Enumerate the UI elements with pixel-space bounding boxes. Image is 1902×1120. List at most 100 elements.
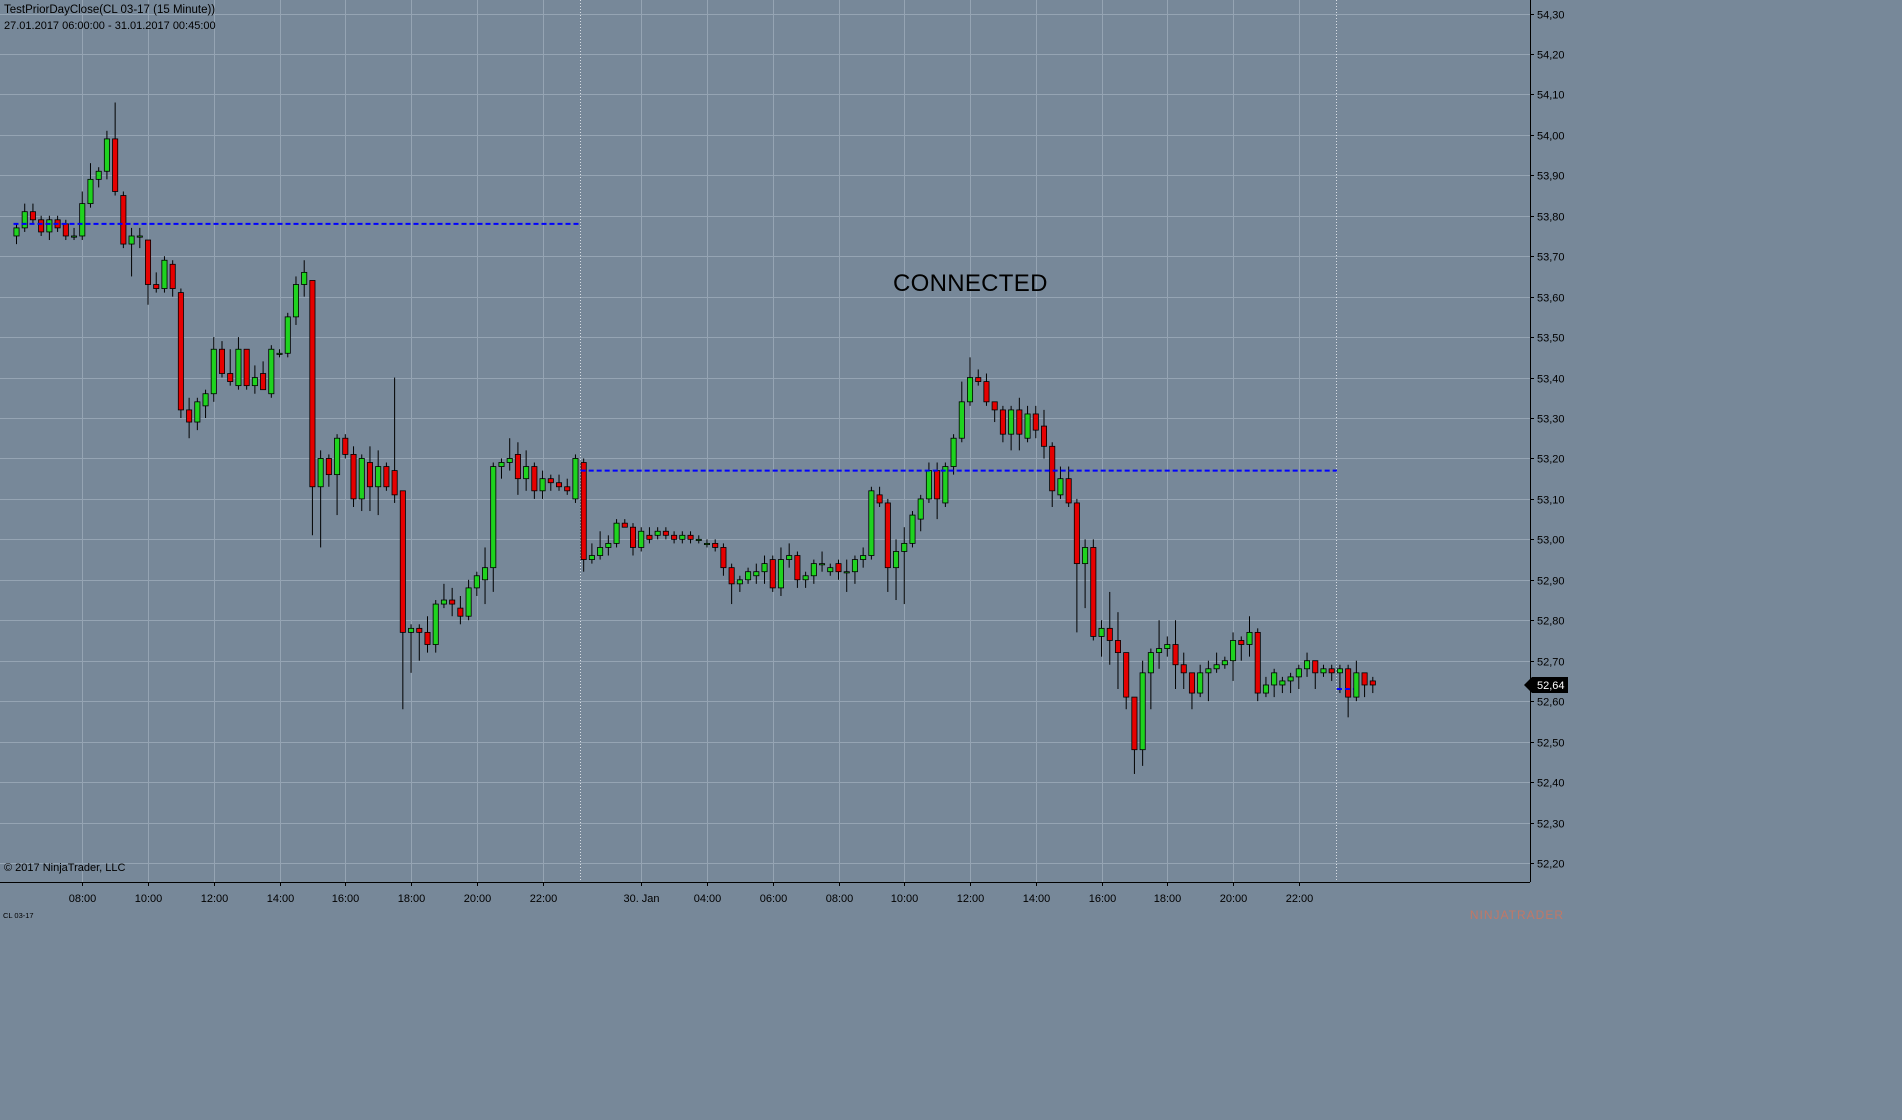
candle-body[interactable]	[79, 203, 86, 237]
candle-body[interactable]	[473, 575, 480, 589]
candle-body[interactable]	[227, 373, 234, 382]
candle-body[interactable]	[967, 377, 974, 403]
candle-body[interactable]	[671, 534, 678, 540]
candle-body[interactable]	[1032, 413, 1039, 431]
candle-body[interactable]	[1312, 660, 1319, 674]
candle-body[interactable]	[342, 437, 349, 455]
candle-body[interactable]	[597, 547, 604, 556]
candle-body[interactable]	[506, 458, 513, 463]
candle-body[interactable]	[720, 547, 727, 569]
candle-body[interactable]	[449, 599, 456, 605]
candlestick-series[interactable]	[13, 102, 1376, 774]
candle-body[interactable]	[580, 462, 587, 560]
candle-body[interactable]	[29, 211, 36, 221]
candle-body[interactable]	[112, 138, 119, 192]
candle-body[interactable]	[687, 534, 694, 540]
candle-body[interactable]	[465, 587, 472, 617]
candle-body[interactable]	[350, 454, 357, 500]
candle-body[interactable]	[1147, 652, 1154, 674]
candle-body[interactable]	[777, 559, 784, 589]
candle-body[interactable]	[925, 470, 932, 500]
candle-body[interactable]	[1106, 627, 1113, 641]
candle-body[interactable]	[169, 263, 176, 289]
candle-body[interactable]	[613, 522, 620, 544]
candle-body[interactable]	[1279, 680, 1286, 686]
candle-body[interactable]	[893, 551, 900, 569]
candle-body[interactable]	[1041, 425, 1048, 447]
candle-body[interactable]	[1156, 648, 1163, 654]
candle-body[interactable]	[1336, 668, 1343, 674]
candle-body[interactable]	[136, 235, 143, 238]
candle-body[interactable]	[1008, 409, 1015, 435]
candle-body[interactable]	[1361, 672, 1368, 686]
price-axis[interactable]: 54,30 54,20 54,10 54,00 53,90 53,80 53,70 53,60…	[1530, 0, 1565, 882]
candle-body[interactable]	[1238, 640, 1245, 645]
candle-body[interactable]	[975, 377, 982, 382]
candle-body[interactable]	[958, 401, 965, 439]
candle-body[interactable]	[679, 534, 686, 540]
candle-body[interactable]	[769, 559, 776, 589]
candle-body[interactable]	[1345, 668, 1352, 698]
candle-body[interactable]	[605, 542, 612, 548]
candle-body[interactable]	[440, 599, 447, 605]
candle-body[interactable]	[1024, 413, 1031, 439]
candle-body[interactable]	[621, 522, 628, 528]
candle-body[interactable]	[736, 579, 743, 585]
candle-body[interactable]	[1271, 672, 1278, 686]
candle-body[interactable]	[909, 514, 916, 544]
candle-body[interactable]	[1065, 478, 1072, 504]
candle-body[interactable]	[1213, 664, 1220, 670]
candle-body[interactable]	[819, 563, 826, 566]
candle-body[interactable]	[103, 138, 110, 172]
candle-body[interactable]	[21, 211, 28, 229]
candle-body[interactable]	[87, 178, 94, 205]
candle-body[interactable]	[1353, 672, 1360, 698]
candle-body[interactable]	[457, 607, 464, 617]
candle-body[interactable]	[383, 466, 390, 488]
candle-body[interactable]	[654, 530, 661, 536]
candle-body[interactable]	[901, 542, 908, 552]
candle-body[interactable]	[177, 292, 184, 411]
candle-body[interactable]	[284, 316, 291, 354]
candle-body[interactable]	[1328, 668, 1335, 674]
candle-body[interactable]	[317, 458, 324, 488]
candle-body[interactable]	[794, 555, 801, 581]
candle-body[interactable]	[38, 219, 45, 233]
candle-body[interactable]	[498, 462, 505, 467]
candle-body[interactable]	[1098, 627, 1105, 637]
candle-body[interactable]	[358, 458, 365, 500]
candle-body[interactable]	[1090, 547, 1097, 637]
candle-body[interactable]	[424, 631, 431, 645]
candle-body[interactable]	[13, 227, 20, 237]
candle-body[interactable]	[1131, 696, 1138, 751]
candle-body[interactable]	[572, 458, 579, 500]
candle-body[interactable]	[564, 486, 571, 492]
candle-body[interactable]	[991, 401, 998, 411]
candle-body[interactable]	[268, 348, 275, 395]
candle-body[interactable]	[432, 603, 439, 645]
candle-body[interactable]	[646, 534, 653, 540]
candle-body[interactable]	[983, 381, 990, 403]
candle-body[interactable]	[1073, 502, 1080, 565]
candle-body[interactable]	[662, 530, 669, 536]
candle-body[interactable]	[843, 571, 850, 574]
candle-body[interactable]	[761, 563, 768, 573]
candle-body[interactable]	[802, 575, 809, 581]
candle-body[interactable]	[1320, 668, 1327, 674]
candle-body[interactable]	[334, 437, 341, 476]
candle-body[interactable]	[884, 502, 891, 569]
chart-canvas[interactable]: 54,30 54,20 54,10 54,00 53,90 53,80 53,70 53,60…	[0, 0, 1568, 923]
candle-body[interactable]	[942, 466, 949, 504]
candle-body[interactable]	[1205, 668, 1212, 674]
candle-body[interactable]	[186, 409, 193, 423]
candle-body[interactable]	[588, 555, 595, 560]
candle-body[interactable]	[950, 437, 957, 467]
candle-body[interactable]	[202, 393, 209, 407]
candle-body[interactable]	[366, 462, 373, 488]
candle-body[interactable]	[120, 195, 127, 245]
candle-body[interactable]	[1049, 445, 1056, 492]
candle-body[interactable]	[292, 284, 299, 318]
candle-body[interactable]	[1295, 668, 1302, 678]
candle-body[interactable]	[745, 571, 752, 581]
candle-body[interactable]	[301, 271, 308, 285]
